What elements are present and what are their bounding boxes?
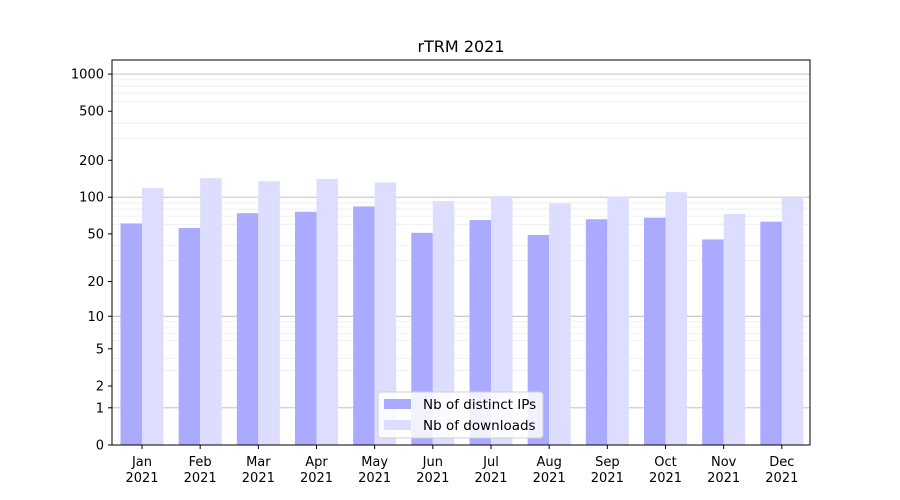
bar-downloads bbox=[258, 181, 280, 445]
bar-distinct-ips bbox=[120, 223, 142, 445]
x-tick-label: Dec 2021 bbox=[765, 455, 798, 486]
bar-downloads bbox=[723, 213, 746, 445]
bar-distinct-ips bbox=[702, 239, 724, 445]
bars bbox=[120, 178, 804, 446]
x-tick-label: Jan 2021 bbox=[125, 455, 158, 486]
bar-downloads bbox=[200, 178, 222, 445]
x-tick-label: Aug 2021 bbox=[533, 455, 566, 486]
plot-area-frame bbox=[111, 59, 811, 446]
bar-downloads bbox=[491, 196, 513, 445]
x-tick-label: Mar 2021 bbox=[242, 455, 275, 486]
bar-downloads bbox=[316, 178, 338, 445]
bar-distinct-ips bbox=[178, 227, 201, 445]
y-tick-label: 100 bbox=[79, 191, 104, 206]
y-tick-label: 0 bbox=[96, 439, 104, 454]
bar-distinct-ips bbox=[236, 213, 259, 445]
legend-label: Nb of downloads bbox=[423, 418, 536, 434]
bar-distinct-ips bbox=[469, 220, 491, 445]
legend-swatch bbox=[384, 399, 411, 409]
grid-lines bbox=[112, 73, 810, 409]
y-tick-label: 1000 bbox=[71, 68, 104, 83]
y-axis: 0 1 2 5 10 20 50 100 200 500 1000 bbox=[71, 68, 112, 454]
x-tick-label: Apr 2021 bbox=[300, 455, 333, 486]
bar-downloads bbox=[665, 192, 687, 445]
x-tick-label: Oct 2021 bbox=[649, 455, 682, 486]
bar-downloads bbox=[374, 182, 397, 446]
bar-downloads bbox=[549, 203, 571, 445]
legend-box bbox=[377, 391, 544, 439]
chart-title: rTRM 2021 bbox=[417, 37, 504, 56]
y-tick-label: 2 bbox=[96, 380, 104, 395]
x-tick-label: Feb 2021 bbox=[184, 455, 217, 486]
y-tick-label: 10 bbox=[87, 310, 104, 325]
legend-label: Nb of distinct IPs bbox=[423, 397, 536, 413]
bar-distinct-ips bbox=[295, 211, 317, 445]
bar-distinct-ips bbox=[353, 206, 375, 445]
x-tick-label: Jul 2021 bbox=[474, 455, 507, 486]
x-axis: Jan 2021 Feb 2021 Mar 2021 Apr 2021 May 2021 Jun 20… bbox=[125, 445, 798, 486]
legend-swatch bbox=[384, 420, 411, 430]
y-tick-label: 20 bbox=[87, 275, 104, 290]
y-tick-label: 1 bbox=[96, 401, 104, 416]
bar-downloads bbox=[607, 196, 629, 445]
x-tick-label: Sep 2021 bbox=[591, 455, 624, 486]
legend: Nb of distinct IPs Nb of downloads bbox=[377, 391, 544, 439]
y-tick-label: 500 bbox=[79, 105, 104, 120]
x-tick-label: Nov 2021 bbox=[707, 455, 740, 486]
bar-distinct-ips bbox=[585, 219, 608, 445]
y-tick-label: 200 bbox=[79, 154, 104, 169]
bar-downloads bbox=[432, 201, 455, 445]
bar-distinct-ips bbox=[760, 221, 782, 445]
y-tick-label: 5 bbox=[96, 342, 104, 357]
x-tick-label: Jun 2021 bbox=[416, 455, 449, 486]
bar-downloads bbox=[142, 187, 164, 446]
y-tick-label: 50 bbox=[87, 227, 104, 242]
x-tick-label: May 2021 bbox=[358, 455, 391, 486]
bar-distinct-ips bbox=[644, 217, 666, 445]
bar-downloads bbox=[781, 197, 804, 445]
